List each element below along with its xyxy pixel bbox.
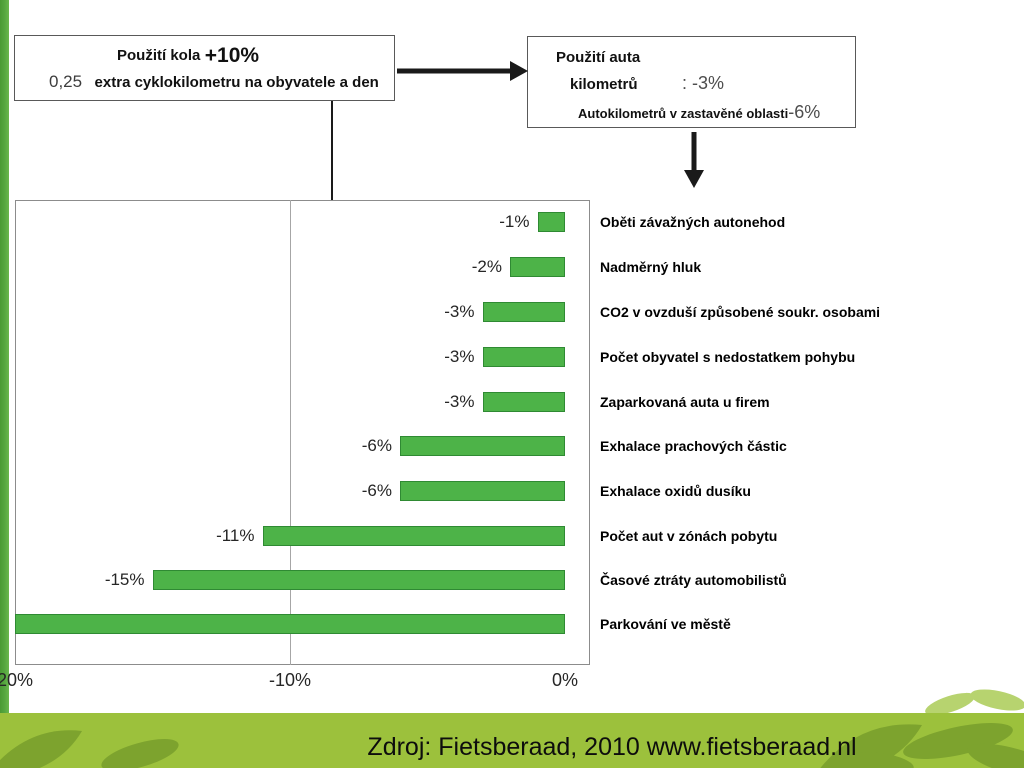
car-box-title: Použití auta [556,49,641,66]
bar-5 [482,392,565,412]
bar-value-label: -3% [444,302,475,321]
car-usage-box: Použití auta kilometrů : -3% Autokilomet… [527,36,856,128]
bar-value-label: -3% [444,392,475,411]
x-tick-label: 20% [0,670,34,690]
chart-region: -1% Oběti závažných autonehod -2% Nadměrný … [0,200,1024,700]
x-axis-labels: 20% -10% 0% [0,670,1024,696]
bike-box-value: +10% [204,44,260,67]
bar-value-label: -2% [471,257,502,276]
bar-value-label: -6% [361,436,392,455]
arrow-bike-to-car [397,61,528,81]
x-tick-label: 0% [551,670,579,690]
bar-value-label: -3% [444,347,475,366]
bike-usage-box: Použití kola +10% 0,25 extra cyklokilome… [14,35,395,101]
bar-value-label: -11% [216,526,255,545]
bar-4 [482,347,565,367]
bar-10 [15,614,565,634]
bar-value-label: -6% [361,481,392,500]
bar-category-label: Parkování ve městě [600,616,731,632]
bar-category-label: Exhalace prachových částic [600,438,787,454]
car-box-km-label: kilometrů [570,76,638,93]
footer-band: Zdroj: Fietsberaad, 2010 www.fietsberaad… [0,713,1024,768]
leaf-decoration-band [0,723,1024,768]
bar-7 [400,481,565,501]
bar-8 [262,526,565,546]
bike-box-subtitle: extra cyklokilometru na obyvatele a den [94,74,379,91]
bar-6 [400,436,565,456]
bar-1 [537,212,565,232]
bar-category-label: Nadměrný hluk [600,259,702,275]
car-box-km-value: : -3% [681,73,724,93]
car-box-area-label: Autokilometrů v zastavěné oblasti [578,106,789,121]
bike-box-title: Použití kola [117,47,201,64]
source-text: Zdroj: Fietsberaad, 2010 www.fietsberaad… [367,733,857,761]
bar-value-label: -1% [499,212,530,231]
x-tick-label: -10% [268,670,312,690]
bar-9 [152,570,565,590]
bike-box-amount: 0,25 [49,72,83,91]
bar-category-label: CO2 v ovzduší způsobené soukr. osobami [600,304,881,320]
bar-value-label: -15% [104,570,145,589]
gridline-minus-10 [290,200,291,665]
bar-category-label: Exhalace oxidů dusíku [600,483,751,499]
bar-category-label: Počet obyvatel s nedostatkem pohybu [600,349,856,365]
car-box-area-value: -6% [788,102,821,122]
bar-category-label: Počet aut v zónách pobytu [600,528,778,544]
bar-2 [510,257,565,277]
chart-plot-area [15,200,590,665]
bar-category-label: Časové ztráty automobilistů [600,572,787,588]
footer-band-graphic [0,713,1024,768]
bar-category-label: Oběti závažných autonehod [600,214,786,230]
left-green-stripe [0,0,9,768]
bar-category-label: Zaparkovaná auta u firem [600,394,770,410]
arrow-car-down [684,132,704,188]
bar-3 [482,302,565,322]
